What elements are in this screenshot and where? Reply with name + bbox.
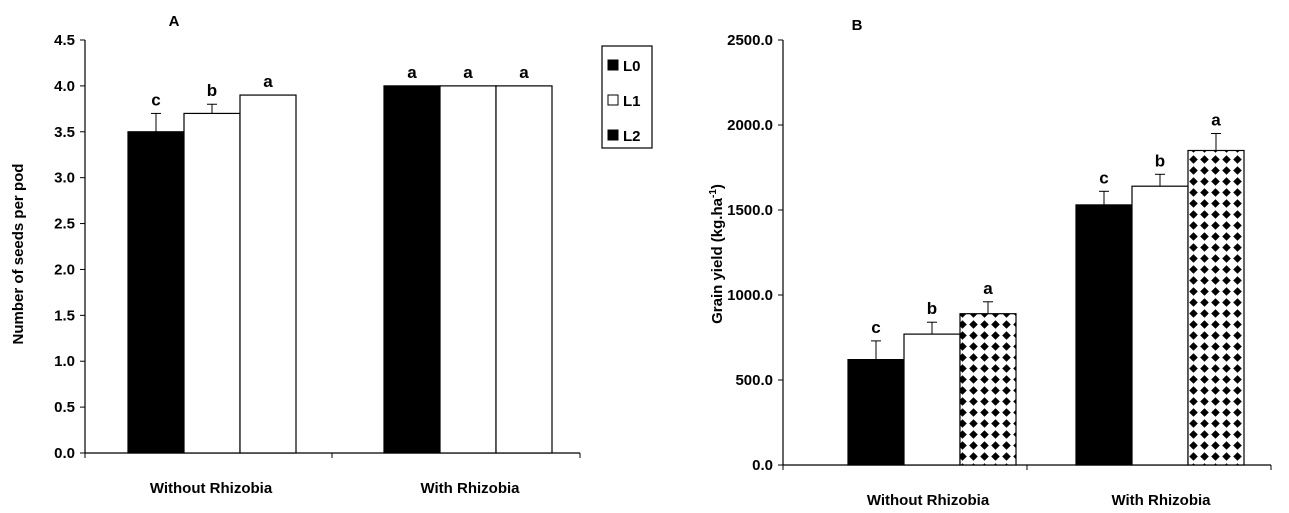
a-significance-letter: a (407, 63, 417, 82)
a-bar-l1-with-rhizobia (439, 85, 497, 454)
panel-b-y-axis-label: Grain yield (kg.ha-1) (708, 184, 726, 324)
a-significance-letter: c (151, 90, 160, 109)
b-y-tick-label: 2500.0 (727, 32, 773, 49)
a-bar-l2-with-rhizobia (495, 85, 553, 454)
a-y-tick-label: 3.5 (54, 124, 75, 141)
panel-b-x-tick-labels: Without Rhizobia With Rhizobia (867, 492, 1211, 509)
b-y-tick-label: 1500.0 (727, 202, 773, 219)
a-y-tick-label: 0.5 (54, 399, 75, 416)
panel-a-legend: L0 L1 L2 (601, 45, 653, 149)
panel-a-bars: c b a a a a (127, 63, 553, 454)
b-bar-l2-with-rhizobia (1187, 149, 1245, 466)
b-bar-l2-without-rhizobia (959, 313, 1017, 466)
b-y-tick-label: 0.0 (752, 457, 773, 474)
a-y-tick-label: 4.5 (54, 32, 75, 49)
b-y-tick-label: 1000.0 (727, 287, 773, 304)
legend-label-l0: L0 (623, 58, 641, 75)
b-bar-l0-without-rhizobia (847, 359, 905, 466)
a-y-tick-label: 2.0 (54, 261, 75, 278)
a-significance-letter: a (263, 72, 273, 91)
a-bar-l0-without-rhizobia (127, 131, 185, 454)
b-significance-letter: b (1155, 151, 1165, 170)
panel-a-y-ticks: 0.0 0.5 1.0 1.5 2.0 2.5 3.0 3.5 4.0 4.5 (54, 32, 85, 462)
b-significance-letter: b (927, 299, 937, 318)
a-x-tick-label: Without Rhizobia (150, 480, 273, 497)
b-bar-l1-without-rhizobia (903, 333, 961, 466)
b-significance-letter: a (983, 279, 993, 298)
b-x-tick-label: With Rhizobia (1111, 492, 1211, 509)
panel-b-y-ticks: 0.0 500.0 1000.0 1500.0 2000.0 2500.0 (727, 32, 783, 474)
b-significance-letter: c (871, 318, 880, 337)
a-y-tick-label: 3.0 (54, 170, 75, 187)
legend-label-l1: L1 (623, 93, 641, 110)
legend-swatch-l0 (607, 59, 619, 71)
legend-label-l2: L2 (623, 128, 641, 145)
a-y-tick-label: 0.0 (54, 445, 75, 462)
legend-swatch-l1 (607, 94, 619, 106)
a-significance-letter: a (519, 63, 529, 82)
chart-panel-a: A Number of seeds per pod 0.0 0.5 1.0 1.5 2.… (10, 13, 653, 497)
panel-b-label: B (852, 17, 863, 34)
a-significance-letter: b (207, 81, 217, 100)
a-y-tick-label: 2.5 (54, 216, 75, 233)
a-y-tick-label: 1.5 (54, 307, 75, 324)
chart-panel-b: B Grain yield (kg.ha-1) 0.0 500.0 1000.0 15… (708, 17, 1272, 509)
b-bar-l1-with-rhizobia (1131, 185, 1189, 466)
a-bar-l2-without-rhizobia (239, 94, 297, 454)
panel-b-bars: c b a c b a (847, 111, 1245, 466)
a-x-tick-label: With Rhizobia (420, 480, 520, 497)
panel-a-label: A (169, 13, 180, 30)
a-significance-letter: a (463, 63, 473, 82)
panel-a-x-tick-labels: Without Rhizobia With Rhizobia (150, 480, 520, 497)
b-y-tick-label: 500.0 (735, 372, 773, 389)
panel-a-y-axis-label: Number of seeds per pod (10, 164, 27, 345)
b-bar-l0-with-rhizobia (1075, 204, 1133, 466)
a-bar-l1-without-rhizobia (183, 112, 241, 454)
a-y-tick-label: 4.0 (54, 78, 75, 95)
b-x-tick-label: Without Rhizobia (867, 492, 990, 509)
b-y-tick-label: 2000.0 (727, 117, 773, 134)
a-bar-l0-with-rhizobia (383, 85, 441, 454)
a-y-tick-label: 1.0 (54, 353, 75, 370)
legend-swatch-l2 (607, 129, 619, 141)
b-significance-letter: a (1211, 111, 1221, 130)
b-significance-letter: c (1099, 168, 1108, 187)
